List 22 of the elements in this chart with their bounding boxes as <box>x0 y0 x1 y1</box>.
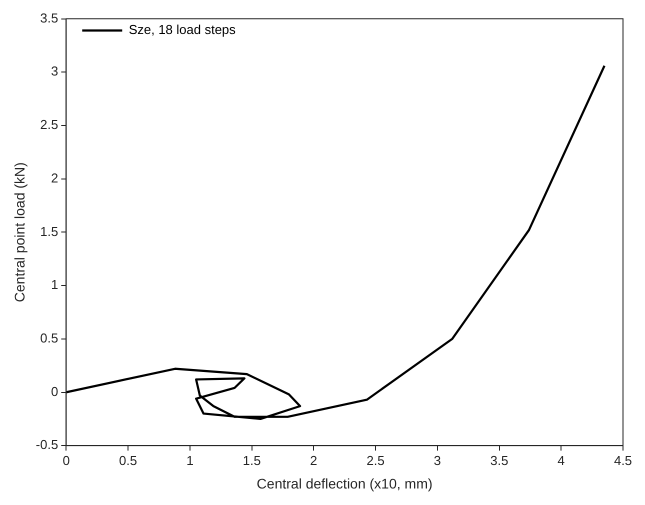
x-tick-label: 0 <box>62 452 70 468</box>
y-tick-label: 1.5 <box>40 224 58 239</box>
x-tick-label: 0.5 <box>119 452 138 468</box>
x-tick-label: 2.5 <box>366 452 385 468</box>
y-axis-title: Central point load (kN) <box>11 162 28 302</box>
y-tick-label: -0.5 <box>36 437 58 452</box>
x-tick-label: 1 <box>186 452 194 468</box>
y-tick-label: 2 <box>50 170 58 186</box>
x-tick-label: 1.5 <box>242 452 261 468</box>
x-axis-title: Central deflection (x10, mm) <box>256 475 433 492</box>
x-tick-label: 2 <box>310 452 318 468</box>
y-tick-label: 0.5 <box>40 330 58 346</box>
y-tick-label: 1 <box>50 277 58 292</box>
x-tick-label: 4 <box>558 452 565 468</box>
legend-label: Sze, 18 load steps <box>128 22 236 38</box>
x-tick-label: 3.5 <box>490 452 508 468</box>
y-tick-label: 3 <box>50 64 58 79</box>
x-tick-label: 3 <box>434 452 442 468</box>
y-tick-label: 0 <box>50 384 58 399</box>
y-tick-label: 3.5 <box>40 10 58 26</box>
x-tick-label: 4.5 <box>614 452 632 468</box>
y-tick-label: 2.5 <box>40 117 58 132</box>
